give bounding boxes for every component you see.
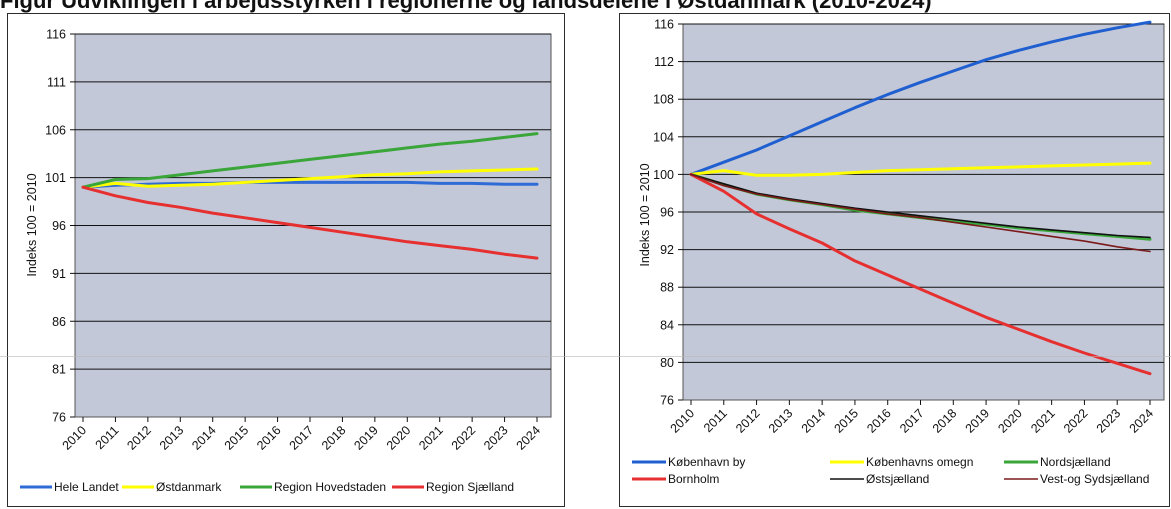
- series-line: [81, 132, 539, 189]
- x-tick-label: 2012: [733, 406, 763, 436]
- x-tick-label: 2022: [1061, 406, 1091, 436]
- series-line: [689, 172, 1152, 376]
- y-tick-label: 116: [654, 18, 674, 32]
- series-line: [81, 180, 539, 189]
- y-axis-label: Indeks 100 = 2010: [638, 163, 652, 266]
- x-tick-label: 2021: [1028, 406, 1058, 436]
- y-tick-label: 81: [52, 363, 66, 377]
- figure-header-text: Figur Udviklingen i arbejdsstyrken i reg…: [0, 0, 932, 13]
- legend-label: Nordsjælland: [1040, 455, 1111, 469]
- y-tick-label: 106: [45, 123, 66, 137]
- y-tick-label: 80: [660, 356, 674, 370]
- x-tick-label: 2018: [930, 406, 960, 436]
- y-tick-label: 101: [45, 171, 66, 185]
- y-tick-label: 96: [660, 206, 674, 220]
- x-tick-label: 2024: [1127, 406, 1157, 436]
- y-tick-label: 112: [654, 55, 674, 69]
- x-tick-label: 2023: [1094, 406, 1124, 436]
- legend-label: Vest-og Sydsjælland: [1040, 472, 1149, 486]
- series-line: [689, 161, 1152, 177]
- y-tick-label: 86: [52, 315, 66, 329]
- series-line: [81, 185, 539, 260]
- y-tick-label: 88: [660, 281, 674, 295]
- legend-label: Østsjælland: [866, 472, 929, 486]
- legend-label: København by: [668, 455, 745, 469]
- y-tick-label: 108: [653, 93, 674, 107]
- x-tick-label: 2019: [963, 406, 993, 436]
- y-tick-label: 96: [52, 219, 66, 233]
- x-tick-label: 2011: [701, 406, 730, 435]
- series-line: [690, 173, 1151, 239]
- y-tick-label: 111: [47, 75, 66, 89]
- x-tick-label: 2017: [897, 406, 927, 436]
- y-tick-label: 100: [653, 168, 674, 182]
- x-tick-label: 2015: [831, 406, 861, 436]
- y-tick-label: 92: [660, 243, 674, 257]
- y-tick-label: 104: [653, 130, 674, 144]
- legend-label: Bornholm: [668, 472, 719, 486]
- x-tick-label: 2013: [766, 406, 796, 436]
- legend-label: Hele Landet: [54, 480, 119, 494]
- legend-label: Østdanmark: [156, 480, 222, 494]
- series-line: [690, 173, 1151, 253]
- x-tick-label: 2010: [668, 406, 698, 436]
- x-tick-label: 2014: [799, 406, 829, 436]
- scan-artifact-line: [0, 356, 1171, 357]
- y-tick-label: 91: [52, 267, 66, 281]
- legend-label: Københavns omegn: [866, 455, 973, 469]
- series-line: [81, 167, 539, 189]
- legend-label: Region Hovedstaden: [274, 480, 386, 494]
- x-tick-label: 2020: [995, 406, 1025, 436]
- y-tick-label: 76: [660, 394, 674, 408]
- x-tick-label: 2016: [864, 406, 894, 436]
- y-axis-label: Indeks 100 = 2010: [25, 173, 39, 276]
- y-tick-label: 76: [52, 411, 66, 425]
- series-line: [689, 20, 1152, 176]
- legend-label: Region Sjælland: [426, 480, 514, 494]
- y-tick-label: 84: [660, 318, 674, 332]
- y-tick-label: 116: [46, 28, 66, 42]
- figure-header: Figur Udviklingen i arbejdsstyrken i reg…: [0, 0, 1171, 14]
